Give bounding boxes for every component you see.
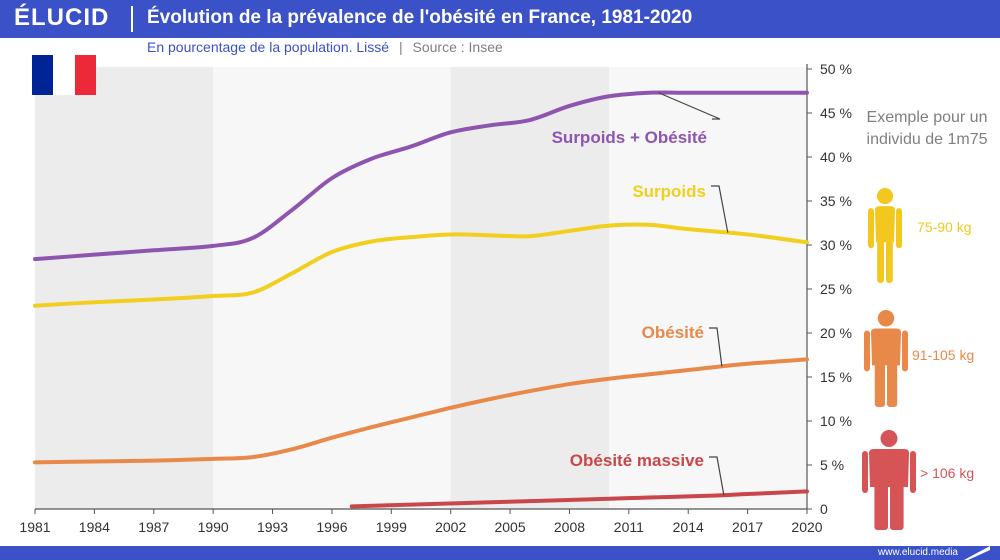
- series-line: [33, 90, 809, 262]
- background-bands: [35, 67, 807, 509]
- footer-bar: [0, 546, 1000, 560]
- obese-person-icon: [862, 430, 916, 530]
- label-leader-line: [711, 185, 729, 233]
- background-band: [609, 67, 807, 509]
- y-tick-label: 0: [820, 501, 828, 517]
- x-axis: 1981 1984 1987 1990 1993 1996 1999 2002 2005 2008…: [19, 508, 823, 535]
- label-leader-line: [658, 92, 721, 120]
- series-labels: Surpoids + Obésité Surpoids Obésité Obésité…: [552, 92, 729, 496]
- flag-stripe-white: [53, 55, 75, 95]
- y-tick-label: 50 %: [820, 61, 852, 77]
- flag-stripe-blue: [32, 55, 54, 95]
- series-label: Surpoids: [632, 182, 706, 201]
- x-tick-label: 1981: [19, 519, 50, 535]
- y-tick-label: 45 %: [820, 105, 852, 121]
- brand-mark-icon: [964, 546, 990, 560]
- y-tick-label: 20 %: [820, 325, 852, 341]
- label-leader-line: [709, 456, 725, 496]
- x-tick-label: 1996: [316, 519, 347, 535]
- y-axis: 0 5 % 10 % 15 % 20 % 25 % 30 % 35 % 40 % 45 % 50 %: [806, 61, 852, 517]
- series-line: [349, 489, 809, 509]
- chart-title: Évolution de la prévalence de l'obésité …: [147, 7, 693, 28]
- background-band: [450, 67, 610, 509]
- y-tick-label: 30 %: [820, 237, 852, 253]
- x-tick-label: 1999: [376, 519, 407, 535]
- header-bar: ÉLUCID Évolution de la prévalence de l'o…: [0, 0, 1000, 38]
- y-tick-label: 35 %: [820, 193, 852, 209]
- person-figures: [862, 188, 916, 530]
- x-tick-label: 2014: [673, 519, 704, 535]
- weight-label-slim: 75-90 kg: [917, 219, 972, 235]
- subtitle-source: Source : Insee: [412, 39, 503, 55]
- x-tick-label: 1990: [198, 519, 229, 535]
- side-note: Exemple pour un individu de 1m75: [866, 109, 988, 148]
- logo-divider: [131, 6, 133, 32]
- slim-person-icon: [868, 188, 902, 283]
- x-tick-label: 2008: [554, 519, 585, 535]
- y-tick-label: 5 %: [820, 457, 844, 473]
- weight-label-obese: > 106 kg: [920, 465, 975, 481]
- series-label: Obésité: [642, 323, 704, 342]
- subtitle-separator: |: [398, 39, 403, 55]
- x-tick-label: 2017: [732, 519, 763, 535]
- subtitle-text: En pourcentage de la population. Lissé: [147, 39, 390, 55]
- background-band: [213, 67, 451, 509]
- x-tick-label: 1984: [79, 519, 110, 535]
- y-tick-label: 10 %: [820, 413, 852, 429]
- x-tick-label: 2002: [435, 519, 466, 535]
- x-tick-label: 1993: [257, 519, 288, 535]
- background-band: [35, 67, 214, 509]
- overweight-person-icon: [864, 310, 908, 407]
- france-flag-icon: [32, 55, 96, 95]
- series-line: [33, 357, 809, 465]
- brand-logo: ÉLUCID: [14, 4, 110, 31]
- y-tick-label: 25 %: [820, 281, 852, 297]
- x-tick-label: 1987: [138, 519, 169, 535]
- x-tick-label: 2011: [614, 519, 644, 535]
- series-line: [33, 222, 809, 308]
- footer-url[interactable]: www.elucid.media: [877, 547, 958, 558]
- y-tick-label: 40 %: [820, 149, 852, 165]
- y-tick-label: 15 %: [820, 369, 852, 385]
- x-tick-label: 2005: [494, 519, 525, 535]
- x-tick-label: 2020: [791, 519, 822, 535]
- series-label: Obésité massive: [570, 451, 704, 470]
- series-lines: [33, 90, 809, 509]
- chart-subtitle: En pourcentage de la population. Lissé |…: [147, 39, 503, 55]
- flag-stripe-red: [74, 55, 96, 95]
- series-label: Surpoids + Obésité: [552, 128, 707, 147]
- weight-label-overweight: 91-105 kg: [912, 347, 975, 363]
- label-leader-line: [709, 327, 723, 367]
